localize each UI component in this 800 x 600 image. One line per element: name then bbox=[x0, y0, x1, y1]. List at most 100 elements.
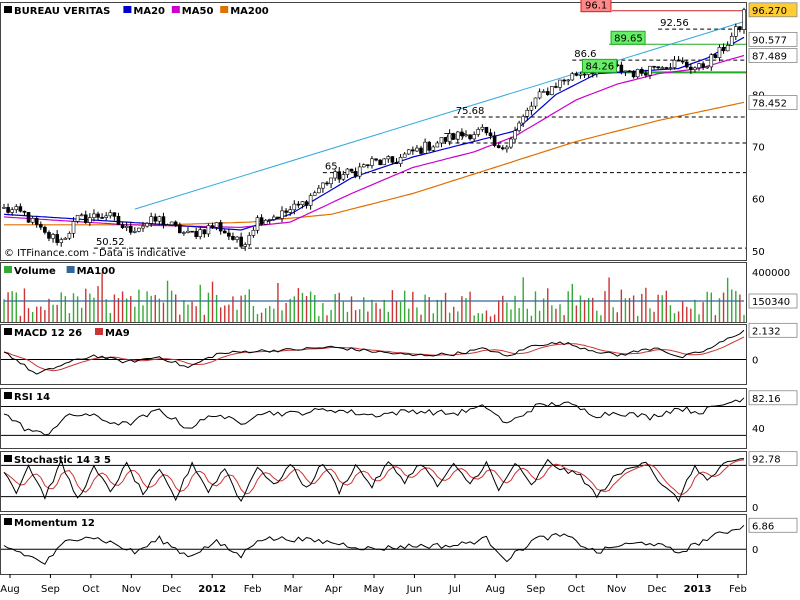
price-body-7 bbox=[30, 217, 35, 223]
price-body-124 bbox=[509, 138, 513, 148]
price-body-66 bbox=[272, 216, 276, 220]
price-body-160 bbox=[656, 66, 660, 69]
price-body-116 bbox=[476, 129, 481, 135]
price-right-label-0-box bbox=[748, 2, 798, 18]
momentum-legend-swatch-0 bbox=[4, 518, 12, 525]
macd-legend-label-0: MACD 12 26 bbox=[14, 328, 82, 339]
price-right-label-2: 87.489 bbox=[752, 52, 787, 63]
price-body-57 bbox=[235, 236, 239, 240]
price-body-82 bbox=[337, 171, 342, 180]
macd-last-label-box bbox=[748, 322, 798, 338]
price-body-91 bbox=[374, 158, 378, 161]
macd-signal-line bbox=[3, 336, 745, 372]
price-body-129 bbox=[529, 105, 534, 111]
watermark: © ITFinance.com - Data is indicative bbox=[4, 248, 186, 259]
price-body-11 bbox=[47, 232, 51, 239]
x-label-14: Oct bbox=[568, 584, 585, 595]
x-label-3: Nov bbox=[122, 584, 142, 595]
price-body-39 bbox=[161, 216, 166, 226]
price-body-133 bbox=[545, 91, 550, 95]
price-body-19 bbox=[79, 214, 84, 217]
price-body-132 bbox=[541, 91, 546, 93]
price-body-26 bbox=[108, 212, 113, 217]
price-legend-label-0: BUREAU VERITAS bbox=[14, 6, 110, 17]
level-label-1: 89.65 bbox=[614, 33, 643, 44]
price-body-22 bbox=[92, 213, 96, 218]
price-body-109 bbox=[447, 133, 452, 142]
macd-y-tick-0: 0 bbox=[752, 355, 758, 366]
price-body-110 bbox=[451, 133, 456, 140]
price-body-171 bbox=[701, 63, 705, 68]
price-body-64 bbox=[263, 219, 268, 225]
price-body-180 bbox=[738, 26, 742, 30]
price-body-128 bbox=[525, 109, 530, 117]
price-body-96 bbox=[394, 162, 399, 165]
x-label-11: Jul bbox=[448, 584, 461, 595]
x-label-7: Mar bbox=[284, 584, 304, 595]
momentum-legend-label-0: Momentum 12 bbox=[14, 518, 95, 529]
price-body-170 bbox=[697, 63, 701, 69]
price-legend-label-2: MA50 bbox=[182, 6, 214, 17]
price-body-175 bbox=[717, 47, 722, 58]
x-label-13: Sep bbox=[526, 584, 545, 595]
price-body-75 bbox=[308, 195, 313, 206]
price-body-65 bbox=[267, 219, 272, 221]
volume-legend-swatch-0 bbox=[4, 266, 12, 273]
price-body-32 bbox=[133, 230, 137, 233]
stoch-legend-swatch-0 bbox=[4, 455, 12, 462]
price-legend-swatch-1 bbox=[123, 6, 132, 13]
price-body-125 bbox=[513, 130, 517, 140]
price-body-28 bbox=[116, 216, 121, 225]
price-body-122 bbox=[500, 147, 505, 150]
volume-y-tick: 400000 bbox=[752, 268, 790, 279]
rsi-last-label-box bbox=[748, 390, 798, 406]
price-legend-swatch-3 bbox=[220, 6, 229, 13]
price-body-108 bbox=[443, 137, 448, 142]
x-label-9: May bbox=[364, 584, 385, 595]
price-body-181 bbox=[742, 9, 746, 30]
chart-panels bbox=[0, 2, 747, 578]
price-legend-label-1: MA20 bbox=[133, 6, 165, 17]
price-body-121 bbox=[496, 145, 501, 149]
price-right-label-1: 90.577 bbox=[752, 35, 787, 46]
price-body-18 bbox=[75, 214, 80, 222]
volume-last-label-box bbox=[748, 293, 798, 309]
price-body-131 bbox=[537, 91, 542, 99]
price-body-139 bbox=[570, 73, 575, 81]
price-body-159 bbox=[652, 65, 656, 68]
price-right-label-0: 96.270 bbox=[752, 6, 787, 17]
price-body-47 bbox=[194, 231, 198, 237]
price-body-20 bbox=[83, 214, 88, 223]
price-body-157 bbox=[644, 73, 648, 76]
price-body-73 bbox=[300, 201, 305, 206]
price-body-178 bbox=[729, 36, 734, 46]
rsi-last-label: 82.16 bbox=[752, 394, 781, 405]
level-label-0: 92.56 bbox=[660, 18, 689, 29]
price-body-155 bbox=[635, 68, 640, 78]
price-body-158 bbox=[648, 65, 652, 76]
high-marker-box bbox=[580, 0, 612, 13]
price-body-63 bbox=[259, 217, 264, 225]
macd-legend-swatch-1 bbox=[95, 328, 103, 335]
price-body-174 bbox=[713, 54, 718, 58]
price-body-104 bbox=[427, 141, 431, 151]
volume-legend-swatch-1 bbox=[66, 266, 75, 273]
x-label-10: Jun bbox=[406, 584, 423, 595]
price-body-13 bbox=[55, 234, 59, 243]
price-body-117 bbox=[480, 126, 485, 130]
price-body-112 bbox=[460, 131, 464, 137]
price-body-21 bbox=[88, 217, 92, 223]
price-body-93 bbox=[382, 158, 387, 166]
price-body-44 bbox=[182, 232, 186, 234]
price-body-85 bbox=[349, 168, 354, 172]
macd-last-label: 2.132 bbox=[752, 326, 781, 337]
stoch-line bbox=[3, 458, 745, 503]
high-marker-label: 96.1 bbox=[585, 1, 607, 12]
price-body-89 bbox=[366, 164, 370, 167]
level-label-5: 70.7 bbox=[443, 132, 465, 143]
price-body-56 bbox=[231, 236, 235, 240]
price-body-43 bbox=[178, 224, 182, 234]
price-body-74 bbox=[304, 201, 309, 206]
